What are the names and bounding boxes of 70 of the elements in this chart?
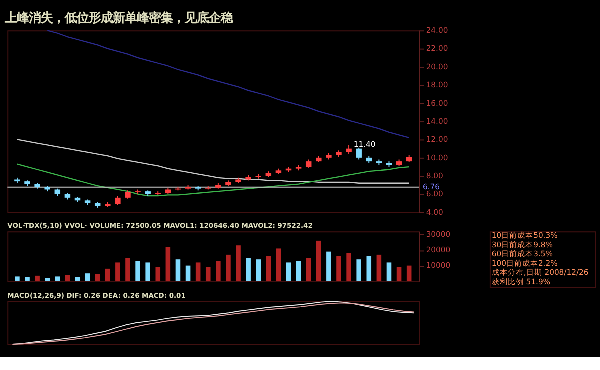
bar xyxy=(226,254,231,282)
bar xyxy=(116,262,120,282)
y-tick-label: 6.00 xyxy=(426,190,444,199)
y-tick-label: 12.00 xyxy=(426,135,448,144)
bar xyxy=(186,266,191,282)
bar xyxy=(296,261,302,282)
bar xyxy=(176,260,181,282)
bar xyxy=(25,277,30,282)
bar xyxy=(406,266,412,282)
line-series xyxy=(47,30,410,138)
y-tick-label: 24.00 xyxy=(426,26,448,36)
bar xyxy=(336,256,342,282)
bar xyxy=(206,267,211,282)
bar xyxy=(15,276,20,282)
bar xyxy=(156,267,161,282)
bar xyxy=(106,268,110,282)
bar xyxy=(376,254,382,282)
bar xyxy=(45,278,50,282)
candlestick xyxy=(356,147,362,160)
text: 获利比例 51.9% xyxy=(492,277,551,286)
text: 60日前成本3.5% xyxy=(492,250,554,259)
line-series xyxy=(16,139,410,184)
bar xyxy=(326,252,332,282)
line-series xyxy=(16,164,410,197)
y-tick-label: 30000 xyxy=(426,230,451,240)
bar xyxy=(346,253,352,282)
bar xyxy=(166,247,171,282)
bar xyxy=(306,258,312,282)
candlestick xyxy=(115,196,121,206)
bar xyxy=(276,248,282,282)
annotation: 11.40 xyxy=(354,140,376,150)
bar xyxy=(266,256,272,282)
candlestick xyxy=(135,189,141,195)
ref-line-label: 6.76 xyxy=(422,182,440,192)
y-tick-label: 18.00 xyxy=(426,80,448,90)
y-tick-label: 14.00 xyxy=(426,116,448,126)
chart-title: 上峰消失，低位形成新单峰密集，见底企稳 xyxy=(4,10,234,26)
y-tick-label: 20000 xyxy=(426,246,451,255)
text: 100日前成本2.2% xyxy=(492,258,558,268)
y-tick-label: 16.00 xyxy=(426,98,448,108)
bar xyxy=(396,267,402,282)
bar xyxy=(196,262,201,282)
bar xyxy=(65,275,70,282)
y-tick-label: 8.00 xyxy=(426,172,444,180)
candlestick xyxy=(346,144,352,155)
text: 30日前成本9.8% xyxy=(492,240,554,250)
y-tick-label: 4.00 xyxy=(426,208,444,217)
y-tick-label: 10.00 xyxy=(426,153,448,162)
bar xyxy=(316,240,322,282)
y-tick-label: 22.00 xyxy=(426,44,448,54)
bar xyxy=(386,262,392,282)
text: 10日前成本50.3% xyxy=(492,231,558,240)
bar xyxy=(216,261,221,282)
text: 成本分布,日期 2008/12/26 xyxy=(492,268,589,278)
bar xyxy=(75,277,80,282)
bar xyxy=(126,258,130,282)
bar xyxy=(356,260,362,282)
bar xyxy=(35,276,40,282)
bar xyxy=(236,246,241,282)
y-tick-label: 20.00 xyxy=(426,62,448,72)
bar xyxy=(286,262,292,282)
bar xyxy=(246,258,251,282)
bar xyxy=(136,261,140,282)
y-tick-label: 10000 xyxy=(426,261,451,270)
bar xyxy=(85,274,90,282)
bar xyxy=(146,262,150,282)
bar xyxy=(55,276,60,282)
bar xyxy=(366,256,372,282)
bar xyxy=(256,260,262,282)
bar xyxy=(95,274,100,282)
